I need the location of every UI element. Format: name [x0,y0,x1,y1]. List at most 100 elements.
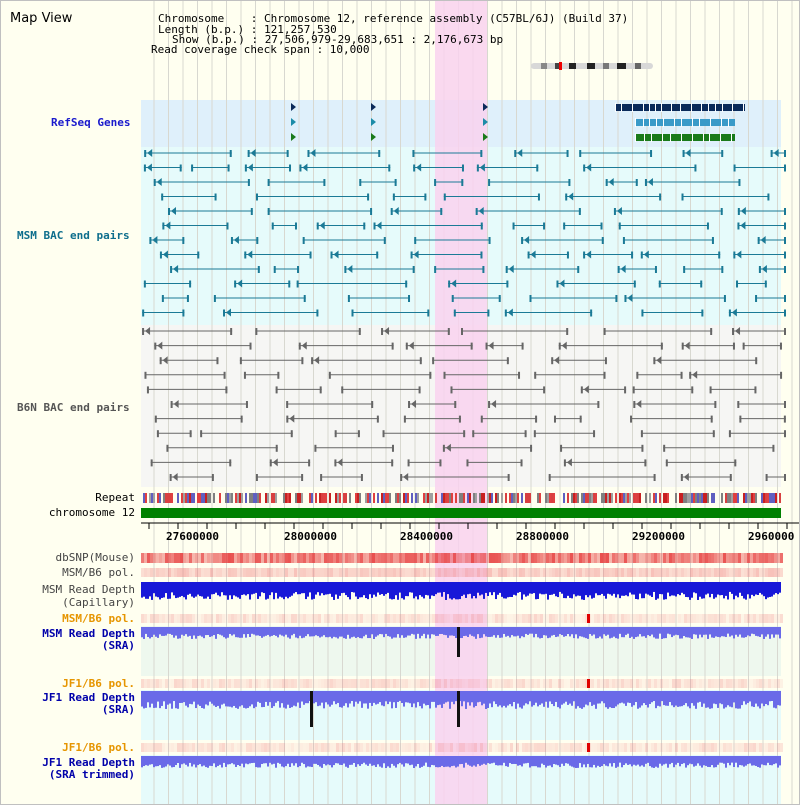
read-depth-bar [537,756,539,768]
repeat-element [265,493,267,503]
repeat-element [287,493,289,503]
msm-bac-pair-arrow [685,149,691,157]
polymorphism-density [318,614,321,623]
dbsnp-density [378,553,381,563]
read-depth-bar [751,691,753,707]
b6n-bac-pair-end [249,342,252,350]
msm-bac-pair-end [376,251,379,259]
dbsnp-density [252,553,255,563]
repeat-element [415,493,417,503]
polymorphism-density [576,568,579,577]
repeat-element [309,493,311,503]
read-depth-bar [395,582,397,596]
msm-read-depth-sra-sublabel: (SRA) [101,639,135,652]
read-depth-bar [709,756,711,768]
read-depth-bar [763,756,765,766]
polymorphism-density [594,568,597,577]
read-depth-bar [413,627,415,635]
read-depth-bar [415,756,417,767]
b6n-bac-pair-end [470,342,473,350]
polymorphism-density [471,743,474,752]
read-depth-bar [535,627,537,634]
read-depth-bar [387,691,389,705]
polymorphism-density [216,614,219,623]
polymorphism-density [504,568,507,577]
polymorphism-density [276,679,279,688]
msm-bac-pair-end [728,309,731,317]
polymorphism-density [393,568,396,577]
polymorphism-density [687,614,690,623]
read-depth-bar [397,756,399,765]
read-depth-bar [447,627,449,638]
polymorphism-density [354,679,357,688]
msm-bac-pair-arrow [736,250,742,259]
read-depth-bar [443,691,445,704]
repeat-element [469,493,471,503]
read-depth-bar [587,627,589,639]
polymorphism-density [567,679,570,688]
read-depth-bar [265,627,267,636]
read-depth-bar [483,756,485,764]
read-depth-bar [771,627,773,635]
read-depth-bar [775,756,777,764]
repeat-element [633,493,635,503]
polymorphism-density [618,568,621,577]
b6n-bac-pair-end [644,459,647,467]
read-depth-bar [383,691,385,707]
refseq-genes-label[interactable]: RefSeq Genes [51,116,131,129]
chromosome-ideogram[interactable] [531,55,653,70]
b6n-bac-pair-end [663,444,666,452]
dbsnp-density [483,553,486,563]
read-depth-bar [661,756,663,766]
read-depth-bar [353,756,355,763]
read-depth-bar [663,627,665,639]
read-depth-bar [527,582,529,596]
polymorphism-density [546,614,549,623]
dbsnp-density [369,553,372,563]
read-depth-bar [483,582,485,599]
polymorphism-density [168,679,171,688]
msm-bac-pair-end [408,295,411,302]
repeat-element [259,493,261,503]
msm-bac-pair-end [736,280,739,288]
msm-bac-pair-end [189,280,192,288]
dbsnp-density [192,553,195,563]
read-depth-bar [441,691,443,708]
polymorphism-density [495,568,498,577]
read-depth-bar [167,756,169,765]
read-depth-bar [421,691,423,709]
polymorphism-density [273,568,276,577]
b6n-bac-end-pairs-label[interactable]: B6N BAC end pairs [17,401,130,414]
repeat-element [387,493,389,503]
repeat-element [525,493,527,503]
read-depth-bar [777,582,779,595]
dbsnp-density [237,553,240,563]
read-depth-bar [413,756,415,768]
read-depth-bar [705,756,707,766]
polymorphism-density [723,743,726,752]
read-depth-bar [255,627,257,636]
polymorphism-density [525,568,528,577]
repeat-element [213,493,215,503]
read-depth-bar [405,627,407,638]
read-depth-bar [221,691,223,705]
read-depth-bar [405,691,407,703]
polymorphism-density [207,614,210,623]
read-depth-bar [187,756,189,767]
dbsnp-density [186,553,189,563]
repeat-element [343,493,345,503]
read-depth-bar [191,582,193,597]
read-depth-bar [425,627,427,639]
read-depth-bar [357,582,359,599]
msm-bac-end-pairs-label[interactable]: MSM BAC end pairs [17,229,130,242]
polymorphism-density [210,614,213,623]
read-depth-bar [253,756,255,763]
repeat-element [475,493,477,503]
polymorphism-density [345,679,348,688]
msm-bac-pair-end [267,179,270,186]
polymorphism-density [165,568,168,577]
dbsnp-density [480,553,483,563]
polymorphism-density [432,679,435,688]
polymorphism-density [516,614,519,623]
